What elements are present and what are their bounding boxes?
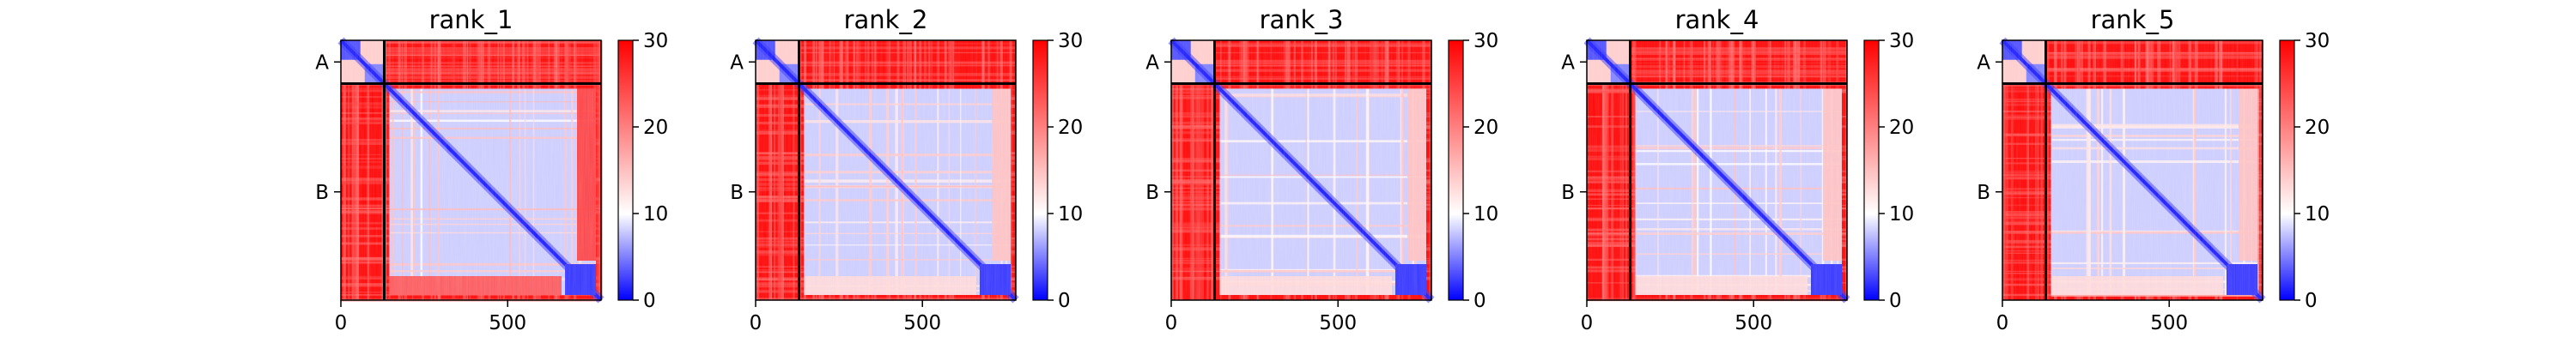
heatmap-speckle <box>1587 40 1847 300</box>
y-tick-label: A <box>730 51 744 74</box>
y-tick-label: A <box>315 51 329 74</box>
panel-title: rank_1 <box>429 5 513 34</box>
colorbar-tick-label: 20 <box>1473 117 1498 139</box>
y-tick-label: B <box>730 182 744 204</box>
plot-frame <box>340 39 602 301</box>
colorbar-tick-label: 10 <box>643 203 668 226</box>
colorbar <box>1448 39 1464 301</box>
x-tick-label: 0 <box>1996 312 2009 334</box>
y-tick-label: A <box>1977 51 1990 74</box>
colorbar-tick-label: 20 <box>1058 117 1083 139</box>
colorbar-tick-label: 30 <box>2305 30 2330 52</box>
panel-title: rank_5 <box>2091 5 2175 34</box>
heatmap-speckle <box>341 40 601 300</box>
colorbar-tick-label: 10 <box>2305 203 2330 226</box>
y-tick-label: A <box>1145 51 1159 74</box>
y-tick-label: B <box>1145 182 1159 204</box>
x-tick-label: 500 <box>2150 312 2188 334</box>
x-tick-label: 0 <box>335 312 348 334</box>
plot-frame <box>755 39 1017 301</box>
panel-title: rank_2 <box>844 5 928 34</box>
colorbar-tick-label: 20 <box>643 117 668 139</box>
colorbar-tick-label: 0 <box>1473 290 1486 312</box>
x-tick-label: 500 <box>1735 312 1772 334</box>
colorbar-tick-label: 10 <box>1889 203 1914 226</box>
plot-frame <box>2002 39 2263 301</box>
panel-title: rank_4 <box>1675 5 1759 34</box>
y-tick-label: B <box>1977 182 1990 204</box>
x-tick-label: 500 <box>489 312 526 334</box>
x-tick-label: 0 <box>1581 312 1594 334</box>
y-tick-label: B <box>315 182 329 204</box>
colorbar <box>2279 39 2295 301</box>
plot-frame <box>1170 39 1432 301</box>
panel-title: rank_3 <box>1260 5 1344 34</box>
colorbar-tick-label: 0 <box>2305 290 2318 312</box>
colorbar-tick-label: 10 <box>1058 203 1083 226</box>
colorbar-tick-label: 30 <box>1473 30 1498 52</box>
colorbar-tick-label: 0 <box>643 290 656 312</box>
colorbar-tick-label: 30 <box>643 30 668 52</box>
pae-panel-5: rank_5 A B 0 500 0 10 20 30 <box>1977 5 2330 334</box>
colorbar-tick-label: 0 <box>1058 290 1071 312</box>
colorbar-tick-label: 30 <box>1058 30 1083 52</box>
x-tick-label: 500 <box>1319 312 1357 334</box>
pae-panel-4: rank_4 A B 0 500 0 10 20 30 <box>1561 5 1914 334</box>
x-tick-label: 0 <box>1165 312 1178 334</box>
x-tick-label: 500 <box>903 312 941 334</box>
heatmap-speckle <box>2002 40 2263 300</box>
colorbar-tick-label: 0 <box>1889 290 1902 312</box>
colorbar-tick-label: 20 <box>2305 117 2330 139</box>
pae-panel-2: rank_2 A B 0 500 0 10 20 30 <box>730 5 1083 334</box>
colorbar <box>1863 39 1880 301</box>
heatmap-speckle <box>1171 40 1431 300</box>
pae-panel-1: rank_1 A B 0 500 0 10 20 30 <box>315 5 668 334</box>
pae-panel-3: rank_3 A B 0 500 0 10 20 30 <box>1145 5 1498 334</box>
colorbar <box>617 39 634 301</box>
colorbar-tick-label: 30 <box>1889 30 1914 52</box>
colorbar <box>1032 39 1048 301</box>
colorbar-tick-label: 10 <box>1473 203 1498 226</box>
heatmap-speckle <box>756 40 1016 300</box>
y-tick-label: A <box>1561 51 1575 74</box>
colorbar-tick-label: 20 <box>1889 117 1914 139</box>
y-tick-label: B <box>1561 182 1575 204</box>
x-tick-label: 0 <box>750 312 762 334</box>
plot-frame <box>1586 39 1848 301</box>
